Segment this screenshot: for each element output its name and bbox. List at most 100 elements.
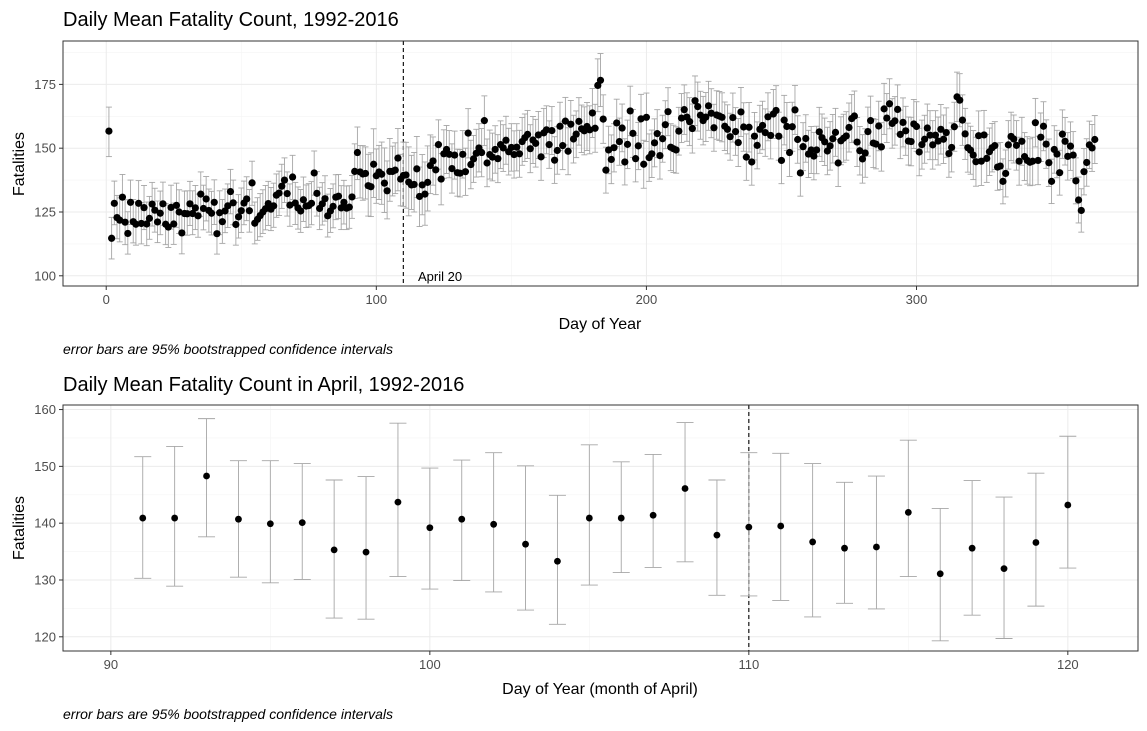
data-point bbox=[896, 130, 904, 139]
grid bbox=[63, 41, 1138, 286]
axis-ticks: 0 100 200 300 100 125 150 175 bbox=[34, 77, 927, 307]
data-point bbox=[1069, 151, 1077, 159]
data-point bbox=[383, 187, 391, 195]
data-point bbox=[821, 138, 829, 146]
data-point bbox=[234, 213, 243, 221]
data-point bbox=[902, 127, 910, 135]
data-point bbox=[337, 204, 345, 212]
data-point bbox=[640, 160, 648, 168]
data-point bbox=[513, 143, 521, 151]
data-point bbox=[278, 182, 286, 190]
data-point bbox=[931, 131, 940, 139]
data-point bbox=[861, 149, 869, 157]
data-point bbox=[599, 115, 607, 123]
data-point bbox=[1047, 177, 1056, 185]
data-point bbox=[610, 144, 618, 152]
data-point bbox=[532, 139, 540, 147]
data-point bbox=[686, 118, 694, 126]
data-point bbox=[934, 137, 942, 145]
data-point bbox=[286, 201, 294, 209]
data-point bbox=[156, 209, 164, 217]
data-point bbox=[761, 129, 769, 137]
data-point bbox=[132, 220, 140, 228]
data-point bbox=[812, 146, 821, 154]
data-point bbox=[904, 508, 912, 516]
data-point bbox=[237, 207, 245, 215]
x-tick-label: 100 bbox=[419, 657, 441, 672]
data-point bbox=[785, 148, 794, 157]
data-point bbox=[1058, 130, 1066, 138]
data-point bbox=[288, 173, 297, 181]
data-point bbox=[297, 207, 305, 215]
data-point bbox=[829, 135, 837, 143]
data-point bbox=[488, 153, 497, 161]
data-point bbox=[853, 138, 861, 146]
data-point bbox=[1034, 156, 1042, 165]
data-point bbox=[478, 148, 486, 157]
data-point bbox=[588, 109, 596, 117]
x-tick-label: 120 bbox=[1057, 657, 1079, 672]
data-point bbox=[143, 220, 151, 228]
data-point bbox=[937, 125, 945, 133]
data-point bbox=[224, 202, 232, 210]
data-point bbox=[672, 146, 680, 154]
data-point bbox=[815, 128, 823, 136]
data-point bbox=[402, 171, 410, 179]
y-axis-title: Fatalities bbox=[11, 132, 28, 196]
data-point bbox=[1061, 137, 1069, 145]
data-point bbox=[298, 519, 306, 527]
data-point bbox=[434, 141, 443, 149]
data-point bbox=[554, 557, 561, 565]
data-point bbox=[915, 148, 923, 156]
data-point bbox=[126, 198, 135, 206]
data-point bbox=[907, 137, 915, 146]
data-point bbox=[218, 218, 226, 226]
data-point bbox=[534, 131, 542, 139]
data-point bbox=[707, 109, 715, 117]
data-point bbox=[737, 108, 745, 116]
data-point bbox=[522, 540, 529, 548]
data-point bbox=[353, 148, 362, 157]
data-point bbox=[691, 97, 699, 105]
chart-caption: error bars are 95% bootstrapped confiden… bbox=[63, 341, 393, 357]
data-point bbox=[116, 216, 124, 224]
data-point bbox=[729, 113, 737, 122]
error-bar bbox=[899, 439, 917, 578]
data-point bbox=[191, 204, 199, 212]
data-point bbox=[704, 102, 713, 110]
data-point bbox=[507, 143, 515, 152]
data-point bbox=[429, 157, 437, 165]
data-point bbox=[1088, 144, 1096, 152]
data-point bbox=[451, 151, 459, 159]
y-tick-label: 160 bbox=[34, 402, 56, 417]
data-point bbox=[1064, 152, 1072, 160]
data-point bbox=[167, 203, 175, 211]
data-point bbox=[1077, 206, 1085, 215]
data-point bbox=[494, 155, 502, 163]
data-point bbox=[1053, 150, 1061, 158]
y-tick-label: 150 bbox=[34, 141, 56, 156]
y-tick-label: 130 bbox=[34, 572, 56, 587]
data-point bbox=[502, 136, 510, 144]
data-point bbox=[283, 190, 291, 198]
data-point bbox=[313, 189, 321, 197]
data-point bbox=[629, 129, 637, 137]
data-point bbox=[750, 132, 759, 140]
y-tick-label: 100 bbox=[34, 268, 56, 283]
data-point bbox=[650, 139, 659, 147]
data-point bbox=[1015, 157, 1023, 165]
data-point bbox=[159, 200, 167, 208]
axis-ticks: 90 100 110 120 120 130 140 150 160 bbox=[34, 402, 1078, 672]
data-point bbox=[270, 202, 278, 210]
data-point bbox=[841, 544, 848, 552]
data-point bbox=[334, 192, 343, 200]
data-point bbox=[809, 538, 817, 546]
data-point bbox=[796, 169, 804, 177]
data-point bbox=[632, 155, 640, 163]
data-point bbox=[710, 124, 718, 132]
x-tick-label: 100 bbox=[365, 292, 387, 307]
data-point bbox=[894, 105, 902, 113]
data-point bbox=[415, 192, 424, 201]
panel-border bbox=[62, 404, 1139, 652]
